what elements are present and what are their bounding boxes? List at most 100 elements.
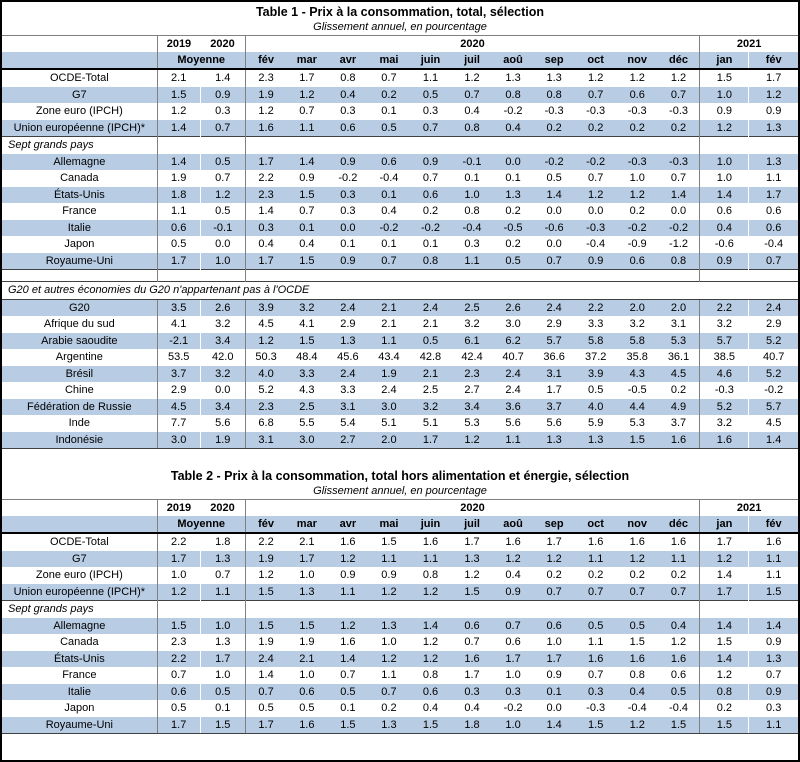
value-cell: 0.2 [422,205,439,218]
value-cell: 0.0 [546,702,562,715]
value-cell: 0.0 [327,219,369,236]
value-cell: 3.2 [699,316,749,333]
month-header-nov-2020: nov [616,516,658,534]
section-header-label: G20 et autres économies du G20 n'apparte… [2,281,798,300]
value-cell: -0.2 [338,172,358,185]
value-cell: 4.3 [299,384,315,397]
value-cell: -0.2 [368,219,410,236]
value-cell: 3.9 [574,365,617,382]
value-cell: 1.2 [244,567,287,584]
value-cell: 1.1 [748,550,798,567]
table-row-union-europeenne-ipch: Union européenne (IPCH)* 1.4 0.7 1.6 1.1 0.6 0… [2,119,798,137]
value-cell: 43.4 [378,351,400,364]
value-cell: 1.7 [244,252,287,270]
year-row-blank [2,35,158,52]
value-cell: 2.1 [409,365,452,382]
value-cell: 0.5 [244,700,287,717]
value-cell: 1.2 [327,550,369,567]
value-cell: 1.2 [409,650,452,667]
value-cell: 0.9 [748,683,798,700]
value-cell: 1.7 [199,650,246,667]
value-cell: 2.0 [368,431,410,449]
value-cell: 0.0 [199,382,246,399]
value-cell: 3.3 [340,384,356,397]
value-cell: 5.9 [588,417,604,430]
value-cell: 0.3 [327,186,369,203]
value-cell: 1.5 [199,716,246,734]
row-label: Royaume-Uni [2,252,158,270]
value-cell: 5.1 [381,417,397,430]
value-cell: 0.7 [533,583,575,601]
value-cell: 0.0 [199,236,246,253]
value-cell: 1.7 [244,153,287,170]
value-cell: 1.5 [286,617,328,634]
row-label: Zone euro (IPCH) [35,569,123,582]
value-cell: 1.1 [327,583,369,601]
value-cell: 1.8 [199,533,246,551]
value-cell: 1.7 [748,69,798,87]
year-2021-span-header: 2021 [699,35,798,52]
value-cell: 0.8 [533,86,575,103]
value-cell: 0.5 [156,236,201,253]
value-cell: 2.2 [574,299,617,316]
value-cell: 1.4 [244,667,287,684]
month-row-blank [2,516,158,534]
value-cell: 0.7 [368,252,410,270]
value-cell: 0.1 [464,172,480,185]
month-header-jan-2021: jan [699,52,749,70]
value-cell: 5.8 [616,332,658,349]
value-cell: 2.4 [327,299,369,316]
value-cell: -0.3 [586,702,606,715]
value-cell: 3.3 [588,318,604,331]
month-header-row: Moyenne fév mar avr mai juin juil aoû sep oct nov d… [2,52,798,70]
value-cell: 1.1 [748,716,798,734]
row-label: Fédération de Russie [2,398,158,415]
value-cell: 2.9 [546,318,562,331]
value-cell: 1.2 [699,667,749,684]
value-cell: 1.7 [492,650,534,667]
value-cell: 1.5 [327,716,369,734]
table-row-france: France 1.1 0.5 1.4 0.7 0.3 0.4 0.2 0.8 0.2 0.0 0.0 0… [2,203,798,220]
value-cell: 4.5 [244,316,287,333]
value-cell: 3.0 [286,431,328,449]
value-cell: 2.4 [381,384,397,397]
value-cell: 0.7 [748,252,798,270]
value-cell: 1.5 [409,716,452,734]
value-cell: 0.5 [199,203,246,220]
table-2-subtitle: Glissement annuel, en pourcentage [313,485,487,497]
row-label: Allemagne [2,617,158,634]
value-cell: 1.3 [505,72,521,85]
row-label: Afrique du sud [43,318,115,331]
row-label: Royaume-Uni [2,716,158,734]
value-cell: 1.6 [505,536,521,549]
value-cell: 0.7 [588,172,604,185]
value-cell: 0.6 [699,203,749,220]
value-cell: 5.7 [699,332,749,349]
value-cell: 0.6 [505,636,521,649]
row-label: Union européenne (IPCH)* [2,583,158,601]
value-cell: 0.7 [340,669,356,682]
value-cell: 5.6 [546,417,562,430]
value-cell: 1.1 [381,669,397,682]
value-cell: 1.4 [199,69,246,87]
value-cell: 1.2 [492,550,534,567]
value-cell: 1.4 [156,119,201,137]
value-cell: 0.2 [588,569,604,582]
value-cell: 1.2 [368,583,410,601]
section-blank [156,600,246,618]
value-cell: 1.4 [327,650,369,667]
value-cell: 1.3 [492,186,534,203]
value-cell: 2.1 [299,536,315,549]
value-cell: 1.4 [699,617,749,634]
value-cell: 1.3 [451,550,493,567]
month-header-aou-2020: aoû [492,52,534,70]
value-cell: 1.7 [244,716,287,734]
value-cell: 42.4 [461,351,483,364]
moyenne-header: Moyenne [156,516,246,534]
value-cell: 2.9 [340,318,356,331]
value-cell: 0.1 [381,105,397,118]
value-cell: 1.2 [533,550,575,567]
value-cell: 0.5 [588,384,604,397]
spacer-cell [244,269,700,282]
value-cell: 2.4 [492,365,534,382]
